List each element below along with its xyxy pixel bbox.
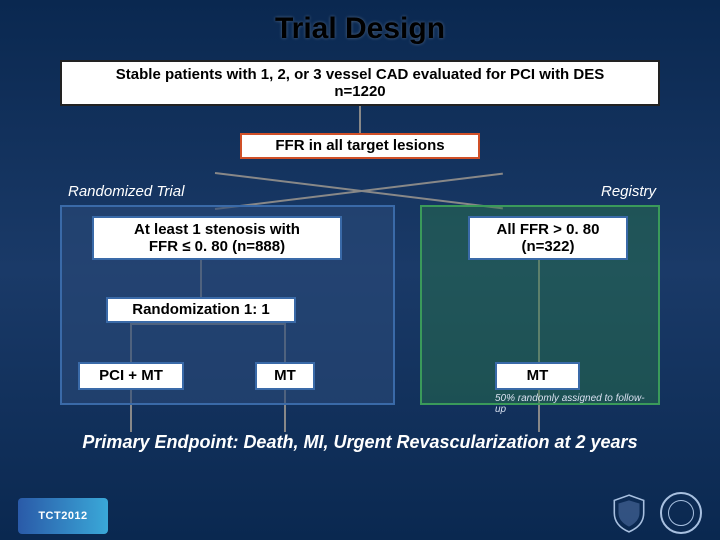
primary-endpoint: Primary Endpoint: Death, MI, Urgent Reva… [0, 432, 720, 453]
randomization-box: Randomization 1: 1 [106, 297, 296, 323]
allffr-line2: (n=322) [522, 238, 575, 255]
crf-shield-icon [608, 492, 650, 534]
stenosis-line2: FFR ≤ 0. 80 (n=888) [149, 238, 285, 255]
enrollment-line1: Stable patients with 1, 2, or 3 vessel C… [116, 66, 604, 83]
ffr-box: FFR in all target lesions [240, 133, 480, 159]
enrollment-box: Stable patients with 1, 2, or 3 vessel C… [60, 60, 660, 106]
allffr-box: All FFR > 0. 80 (n=322) [468, 216, 628, 260]
tct-logo: TCT2012 [18, 498, 108, 534]
footer: TCT2012 [0, 486, 720, 540]
allffr-line1: All FFR > 0. 80 [497, 221, 600, 238]
connector [359, 106, 361, 133]
right-logos [608, 492, 702, 534]
arm-label-randomized: Randomized Trial [68, 183, 184, 200]
acc-seal-icon [660, 492, 702, 534]
registry-footnote: 50% randomly assigned to follow-up [495, 393, 655, 415]
tct-logo-text: TCT2012 [38, 510, 87, 522]
arm-pci-mt: PCI + MT [78, 362, 184, 390]
arm-label-registry: Registry [601, 183, 656, 200]
stenosis-line1: At least 1 stenosis with [134, 221, 300, 238]
slide-title: Trial Design [0, 0, 720, 54]
stenosis-box: At least 1 stenosis with FFR ≤ 0. 80 (n=… [92, 216, 342, 260]
arm-mt-2: MT [495, 362, 580, 390]
arm-mt-1: MT [255, 362, 315, 390]
enrollment-line2: n=1220 [334, 83, 385, 100]
